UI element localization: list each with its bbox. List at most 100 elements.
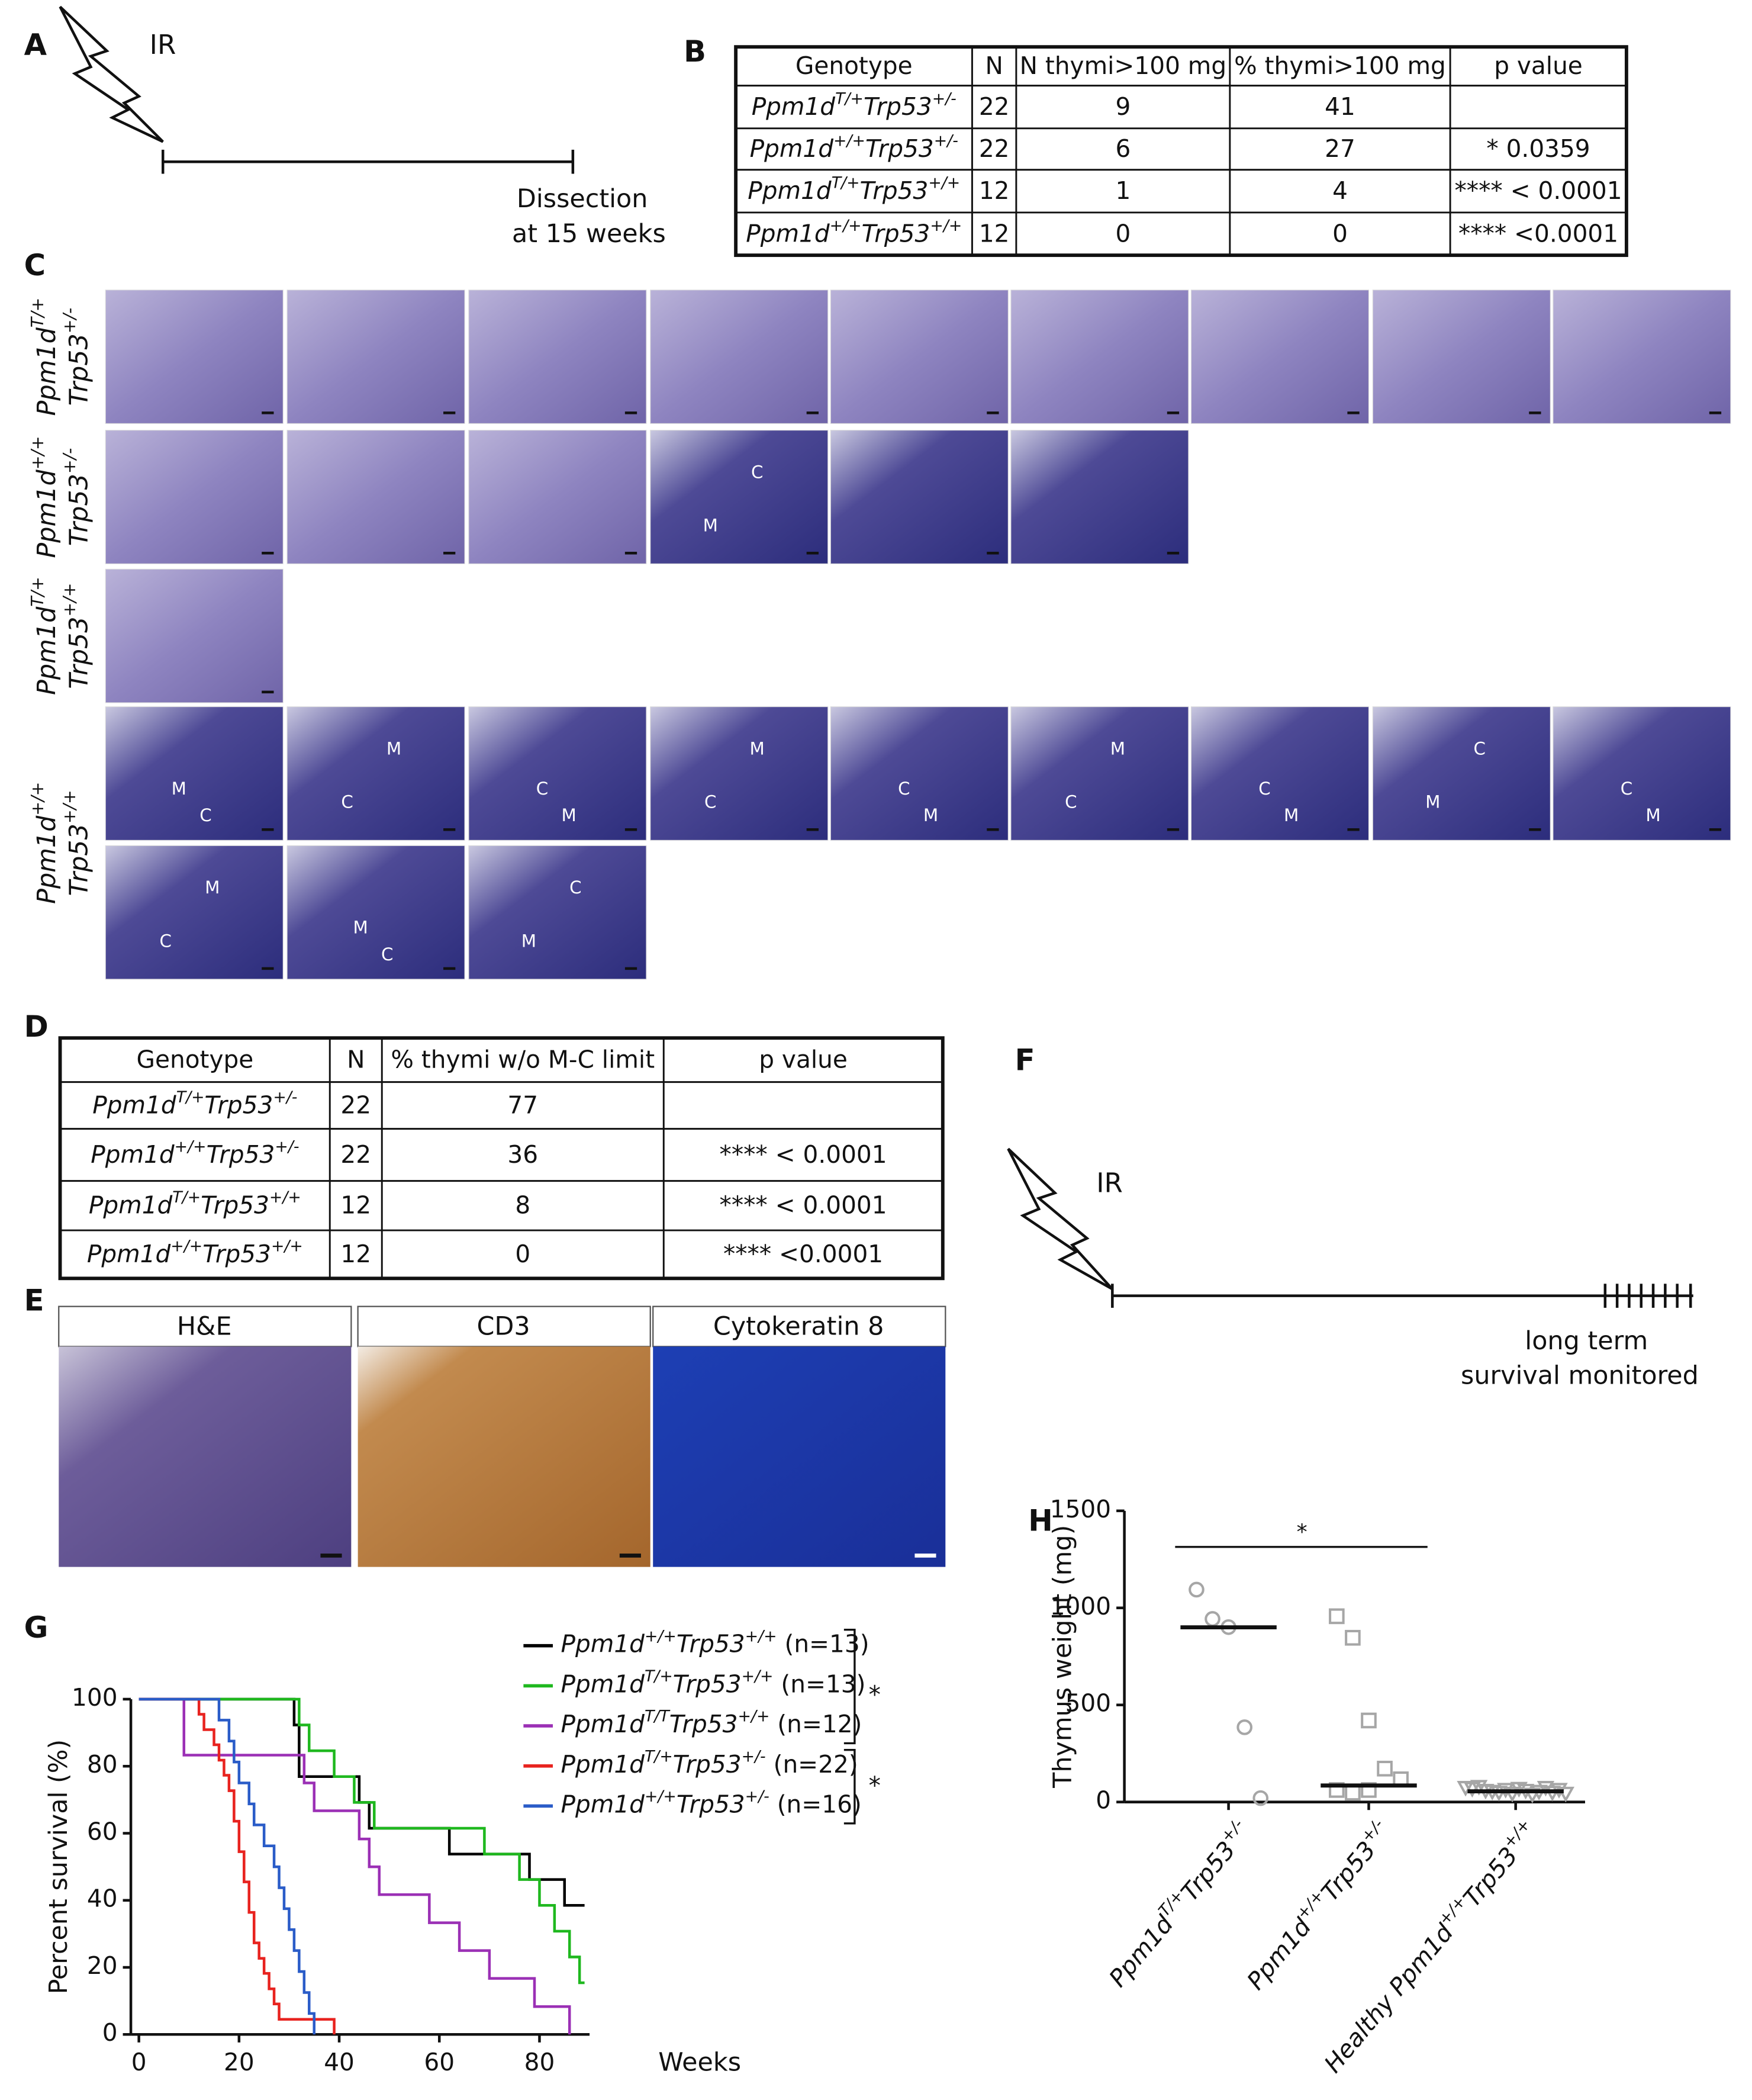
y-tick-label: 1500	[1050, 1495, 1111, 1523]
region-label: C	[1258, 779, 1270, 799]
region-label: C	[569, 877, 581, 898]
panel-label: H	[1028, 1504, 1053, 1538]
scale-bar	[443, 828, 456, 831]
histology-image	[830, 706, 1009, 841]
table-cell: N thymi>100 mg	[1020, 52, 1226, 80]
survival-curve	[139, 1697, 316, 2035]
panel-label: D	[24, 1009, 49, 1044]
row-label-line: Ppm1d+/+	[28, 436, 62, 558]
histology-image	[286, 430, 465, 564]
scale-bar	[619, 1554, 641, 1558]
image-header-box	[58, 1305, 352, 1348]
table-cell: 77	[507, 1091, 538, 1119]
scale-bar	[1167, 551, 1180, 555]
table-cell: **** <0.0001	[1458, 219, 1618, 247]
legend-entry: Ppm1d+/+Trp53+/- (n=16)	[561, 1787, 862, 1819]
x-tick-label: Ppm1d+/+Trp53+/-	[1239, 1815, 1397, 1995]
data-point	[1345, 1784, 1361, 1801]
table-cell: 0	[1115, 219, 1131, 247]
data-point	[1189, 1581, 1204, 1598]
row-label-line: Trp53+/+	[60, 790, 94, 896]
histology-image	[650, 706, 829, 841]
x-tick-label: 0	[131, 2048, 147, 2076]
table-cell: Ppm1d+/+Trp53+/-	[750, 131, 958, 163]
histology-image	[1010, 290, 1189, 424]
x-tick-label: 80	[524, 2048, 555, 2076]
ir-label: IR	[150, 29, 176, 60]
table-cell: Ppm1dT/+Trp53+/-	[92, 1088, 297, 1119]
histology-image	[650, 290, 829, 424]
significance-mark: *	[869, 1771, 881, 1800]
row-label-line: Trp53+/+	[60, 583, 94, 689]
data-point	[1361, 1782, 1377, 1798]
table-cell: 0	[515, 1240, 530, 1268]
histology-image	[468, 430, 647, 564]
table-cell: % thymi w/o M-C limit	[391, 1046, 655, 1074]
timeline-ticks	[1111, 1284, 1692, 1308]
panel-label: G	[24, 1610, 49, 1645]
region-label: C	[1621, 779, 1632, 799]
table-cell: 12	[340, 1240, 371, 1268]
row-label: Ppm1d+/+Trp53+/+	[28, 782, 94, 904]
data-point	[1345, 1629, 1361, 1646]
region-label: C	[199, 805, 211, 825]
histology-image	[1190, 706, 1370, 841]
data-point	[1503, 1786, 1521, 1803]
scale-bar	[1167, 411, 1180, 414]
table-border	[734, 45, 1628, 258]
timeline-label: long term	[1525, 1326, 1648, 1356]
y-axis-label: Percent survival (%)	[44, 1739, 73, 1995]
table-cell: 22	[979, 134, 1010, 163]
table-cell: 4	[1332, 176, 1348, 205]
legend-entry: Ppm1dT/+Trp53+/+ (n=13)	[561, 1667, 866, 1698]
region-label: M	[561, 805, 576, 825]
panel-label: A	[24, 28, 47, 62]
data-point	[1377, 1760, 1393, 1777]
y-tick-label: 20	[87, 1951, 118, 1980]
region-label: C	[898, 779, 910, 799]
histology-image	[1372, 706, 1551, 841]
histology-image	[105, 568, 284, 703]
scale-bar	[320, 1554, 342, 1558]
histology-image	[468, 706, 647, 841]
data-point	[1236, 1719, 1252, 1735]
region-label: M	[750, 738, 765, 758]
scale-bar	[806, 551, 819, 555]
data-point	[1470, 1780, 1488, 1796]
table-cell: Ppm1d+/+Trp53+/+	[746, 216, 962, 247]
table-cell: Ppm1d+/+Trp53+/+	[87, 1237, 303, 1268]
table-cell: Ppm1dT/+Trp53+/+	[89, 1188, 301, 1220]
scale-bar	[262, 967, 274, 970]
timeline-label: survival monitored	[1461, 1361, 1699, 1391]
image-header: H&E	[177, 1311, 232, 1341]
table-cell: 12	[979, 219, 1010, 247]
survival-curve	[139, 1697, 336, 2035]
y-tick-label: 40	[87, 1884, 118, 1913]
row-label-line: Trp53+/-	[60, 308, 94, 406]
scale-bar	[262, 411, 274, 414]
histology-image	[1553, 706, 1731, 841]
legend-bracket	[843, 1628, 856, 1745]
region-label: C	[536, 779, 548, 799]
region-label: M	[353, 918, 368, 938]
stain-image	[653, 1346, 946, 1567]
x-axis-label: Weeks	[658, 2047, 741, 2077]
table-cell: Ppm1dT/+Trp53+/+	[748, 173, 960, 205]
scale-bar	[443, 551, 456, 555]
histology-image	[1372, 290, 1551, 424]
scale-bar	[443, 411, 456, 414]
scale-bar	[806, 411, 819, 414]
region-label: C	[381, 944, 393, 964]
scale-bar	[624, 411, 637, 414]
row-label: Ppm1d+/+Trp53+/-	[28, 436, 94, 558]
table-cell: **** <0.0001	[723, 1240, 883, 1268]
table-cell: 22	[979, 92, 1010, 121]
significance-mark: *	[1297, 1520, 1307, 1545]
scale-bar	[987, 828, 999, 831]
table-cell: 0	[1332, 219, 1348, 247]
image-header: Cytokeratin 8	[713, 1311, 884, 1341]
panel-label: B	[684, 34, 706, 69]
timeline-label: at 15 weeks	[512, 219, 666, 249]
histology-image	[1190, 290, 1370, 424]
legend-entry: Ppm1d+/+Trp53+/+ (n=13)	[561, 1627, 869, 1658]
